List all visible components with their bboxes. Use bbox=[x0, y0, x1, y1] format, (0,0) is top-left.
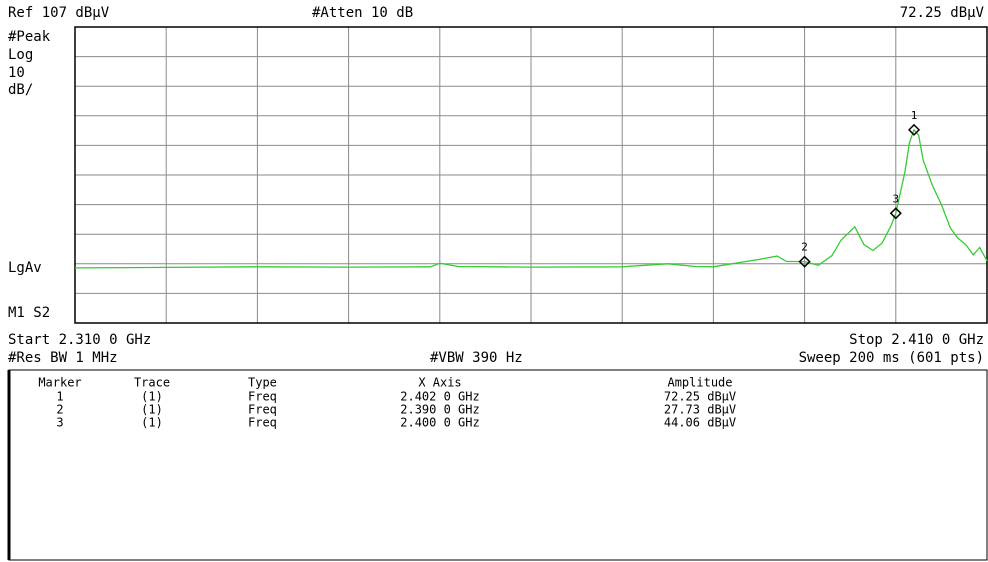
table-header: Trace bbox=[134, 376, 170, 390]
trace bbox=[74, 128, 988, 269]
ref-level: Ref 107 dBµV bbox=[8, 5, 110, 21]
marker-label: 2 bbox=[801, 241, 808, 254]
marker-diamond bbox=[889, 207, 902, 220]
attenuation: #Atten 10 dB bbox=[312, 5, 413, 21]
marker-diamond bbox=[907, 123, 921, 136]
table-cell: Freq bbox=[248, 416, 277, 430]
table-cell: 3 bbox=[56, 416, 63, 430]
marker-label: 1 bbox=[911, 109, 918, 122]
side-label: Log bbox=[8, 47, 33, 63]
marker-label: 3 bbox=[892, 192, 899, 205]
side-label: LgAv bbox=[8, 260, 42, 276]
table-cell: 1 bbox=[56, 390, 63, 404]
side-label: #Peak bbox=[8, 29, 51, 45]
table-header: Type bbox=[248, 376, 277, 390]
table-header: Marker bbox=[38, 376, 81, 390]
plot-frame bbox=[74, 26, 988, 324]
table-header: Amplitude bbox=[667, 376, 732, 390]
vbw: #VBW 390 Hz bbox=[430, 350, 523, 366]
table-header: X Axis bbox=[418, 376, 461, 390]
marker-diamond bbox=[798, 255, 811, 268]
rbw: #Res BW 1 MHz bbox=[8, 350, 118, 366]
table-cell: 2.402 0 GHz bbox=[400, 390, 479, 404]
sweep: Sweep 200 ms (601 pts) bbox=[799, 350, 984, 366]
table-cell: (1) bbox=[141, 416, 163, 430]
start-freq: Start 2.310 0 GHz bbox=[8, 332, 151, 348]
table-cell: 2.400 0 GHz bbox=[400, 416, 479, 430]
table-cell: (1) bbox=[141, 390, 163, 404]
stop-freq: Stop 2.410 0 GHz bbox=[849, 332, 984, 348]
table-cell: Freq bbox=[248, 390, 277, 404]
table-cell: 2.390 0 GHz bbox=[400, 403, 479, 417]
table-cell: Freq bbox=[248, 403, 277, 417]
side-label: 10 bbox=[8, 65, 25, 81]
table-cell: (1) bbox=[141, 403, 163, 417]
table-cell: 2 bbox=[56, 403, 63, 417]
table-cell: 44.06 dBµV bbox=[664, 416, 736, 430]
table-cell: 72.25 dBµV bbox=[664, 390, 736, 404]
side-label: dB/ bbox=[8, 82, 33, 98]
marker-readout: 72.25 dBµV bbox=[900, 5, 985, 21]
side-label: M1 S2 bbox=[8, 305, 50, 321]
table-cell: 27.73 dBµV bbox=[664, 403, 736, 417]
